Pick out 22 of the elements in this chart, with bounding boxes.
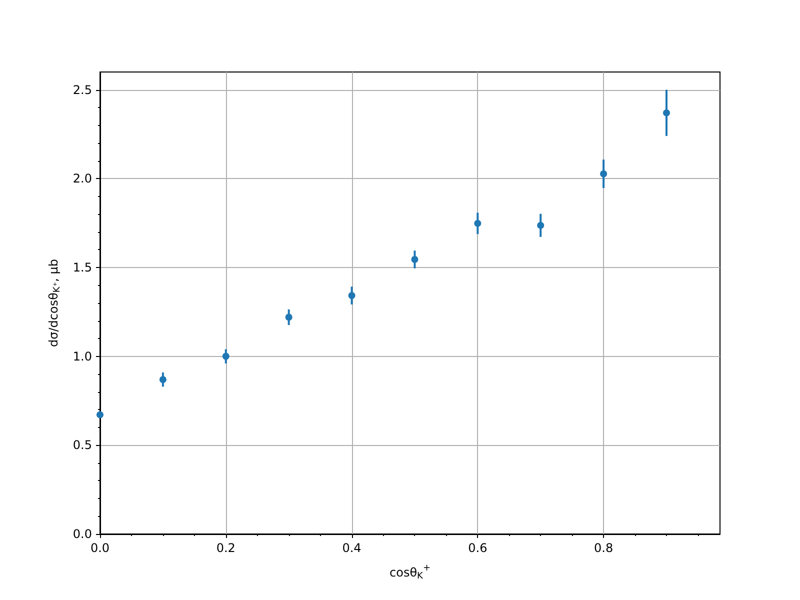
point	[411, 256, 418, 263]
y-tick-label: 1.0	[72, 349, 92, 364]
point	[285, 314, 292, 321]
x-tick-label: 0.0	[90, 541, 110, 555]
point	[474, 220, 482, 227]
x-tick-label: 0.4	[342, 541, 362, 555]
x-tick-label: 0.6	[468, 541, 488, 555]
point	[537, 222, 544, 229]
point	[222, 352, 230, 360]
point	[600, 170, 608, 178]
y-tick-label: 2.5	[72, 82, 92, 97]
point	[159, 376, 166, 384]
y-tick-label: 0.0	[72, 527, 92, 541]
y-tick-label: 1.5	[72, 260, 92, 274]
point	[663, 109, 670, 116]
x-tick-label: 0.2	[216, 541, 236, 555]
x-tick-label: 0.8	[594, 541, 614, 555]
y-axis-title: dσ/dcosθK⁺, μb	[46, 259, 62, 347]
y-tick-label: 2.0	[72, 172, 92, 186]
point	[96, 411, 104, 418]
y-tick-label: 0.5	[72, 438, 92, 452]
point	[348, 292, 356, 300]
